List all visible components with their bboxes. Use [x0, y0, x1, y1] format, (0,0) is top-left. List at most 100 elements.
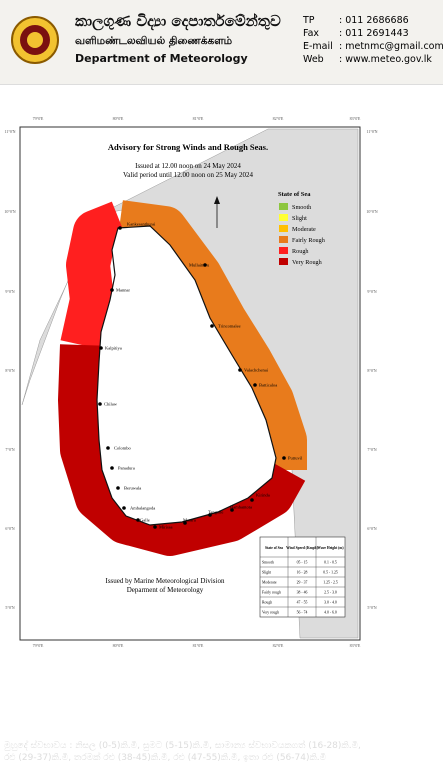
place-label: Tangalle — [208, 510, 223, 515]
lat-label: 6°0'N — [5, 526, 14, 531]
north-arrow-head — [214, 196, 220, 204]
title-tamil: வளிமண்டலவியல் திணைக்களம் — [75, 35, 233, 47]
legend-swatch — [279, 203, 288, 210]
place-dot — [106, 446, 110, 450]
place-label: Chilaw — [104, 402, 118, 407]
place-label: Colombo — [114, 446, 132, 451]
sea-zone — [60, 201, 129, 350]
place-dot — [253, 383, 257, 387]
lat-label: 11°0'N — [4, 129, 15, 134]
lon-label: 81°0'E — [193, 643, 204, 648]
contact-row: Fax : 011 2691443 — [303, 27, 443, 40]
place-label: Mullaittivu — [189, 263, 210, 268]
legend-label: Smooth — [292, 204, 312, 211]
table-header: State of Sea — [265, 546, 283, 550]
place-dot — [99, 346, 103, 350]
legend-label: Very Rough — [292, 259, 323, 266]
lat-label: 10°0'N — [4, 209, 15, 214]
place-dot — [203, 263, 207, 267]
lat-label: 11°0'N — [366, 129, 377, 134]
table-cell: 2.5 - 3.0 — [324, 591, 337, 595]
table-header: Wave Height (m) — [317, 546, 344, 550]
lon-label: 79°0'E — [33, 643, 44, 648]
table-cell: Slight — [262, 571, 272, 575]
place-label: Kirinda — [256, 493, 270, 498]
place-dot — [110, 288, 114, 292]
place-dot — [110, 466, 114, 470]
sea-zone — [117, 200, 307, 470]
place-label: Batticaloa — [259, 383, 277, 388]
legend-swatch — [279, 225, 288, 232]
place-label: Kankesanthurai — [127, 222, 156, 227]
footer: මුහුදේ ස්වභාවය : නිසල (0-5)කි.මී, සුමට (… — [4, 740, 443, 764]
valid-time: Valid period until 12.00 noon on 25 May … — [123, 171, 254, 179]
legend-swatch — [279, 214, 288, 221]
lat-label: 8°0'N — [5, 368, 14, 373]
place-label: Beruwala — [124, 486, 141, 491]
place-label: Matara — [183, 518, 196, 523]
issued-time: Issued at 12.00 noon on 24 May 2024 — [135, 162, 241, 170]
place-label: Mirissa — [159, 525, 173, 530]
table-cell: 29 - 37 — [297, 581, 308, 585]
table-cell: 1.25 - 2.5 — [323, 581, 338, 585]
title-english: Department of Meteorology — [75, 52, 248, 65]
title-sinhala: කාලගුණ විද්‍යා දෙපාර්තමේන්තුව — [75, 12, 281, 30]
lat-label: 5°0'N — [5, 605, 14, 610]
place-dot — [183, 521, 187, 525]
place-dot — [98, 402, 102, 406]
place-dot — [136, 518, 140, 522]
place-dot — [250, 498, 254, 502]
contact-value: : www.meteo.gov.lk — [339, 54, 432, 65]
legend-title: State of Sea — [278, 191, 311, 198]
island — [96, 225, 277, 526]
table-cell: Very rough — [262, 611, 279, 615]
table-cell: 0.1 - 0.5 — [324, 561, 337, 565]
lat-label: 9°0'N — [367, 289, 376, 294]
table-cell: Moderate — [262, 581, 277, 585]
table-cell: 0.5 - 1.25 — [323, 571, 338, 575]
place-dot — [210, 324, 214, 328]
place-dot — [122, 506, 126, 510]
contact-label: Web — [303, 54, 324, 65]
place-label: Valachchenai — [244, 368, 269, 373]
contact-value: : 011 2691443 — [339, 28, 409, 39]
contact-label: TP — [303, 15, 315, 26]
place-label: Trincomalee — [218, 324, 241, 329]
lat-label: 5°0'N — [367, 605, 376, 610]
table-cell: 05 - 15 — [297, 561, 308, 565]
table-cell: 3.0 - 4.0 — [324, 601, 337, 605]
place-label: Kalpitiya — [105, 346, 122, 351]
place-label: Galle — [140, 518, 150, 523]
table-header: Wind Speed (Kmph) — [286, 546, 318, 550]
lon-label: 83°0'E — [350, 116, 361, 121]
place-dot — [116, 486, 120, 490]
sea-zone — [58, 344, 306, 556]
map: 79°0'E 79°0'E 80°0'E 80°0'E 81°0'E 81°0'E 82°0… — [4, 116, 377, 648]
place-label: Panadura — [118, 466, 135, 471]
issued-by: Issued by Marine Meteorological Division — [106, 577, 225, 585]
lon-label: 82°0'E — [273, 643, 284, 648]
lon-label: 83°0'E — [350, 643, 361, 648]
lon-label: 80°0'E — [113, 643, 124, 648]
place-dot — [238, 368, 242, 372]
lon-label: 82°0'E — [273, 116, 284, 121]
lat-label: 6°0'N — [367, 526, 376, 531]
lon-label: 80°0'E — [113, 116, 124, 121]
place-dot — [118, 226, 122, 230]
legend-label: Fairly Rough — [292, 237, 326, 244]
footer-line: මුහුදේ ස්වභාවය : නිසල (0-5)කි.මී, සුමට (… — [4, 741, 361, 751]
contact-label: Fax — [303, 28, 320, 39]
lat-label: 7°0'N — [5, 447, 14, 452]
legend-label: Slight — [292, 215, 307, 222]
legend-swatch — [279, 236, 288, 243]
contact-label: E-mail — [303, 41, 333, 52]
place-label: Hambantota — [230, 505, 252, 510]
footer-line: රළු (29-37)කි.මී, තරමක් රළු (38-45)කි.මී… — [4, 753, 327, 763]
table-cell: Fairly rough — [262, 591, 281, 595]
place-dot — [282, 456, 286, 460]
contacts: TP: 011 2686686 Fax: 011 2691443 E-mail: m… — [303, 14, 443, 66]
lat-label: 10°0'N — [366, 209, 377, 214]
header: කාලගුණ විද්‍යා දෙපාර්තමේන්තුව வளிமண்டலவி… — [0, 0, 443, 85]
place-label: Ambalangoda — [130, 506, 155, 511]
